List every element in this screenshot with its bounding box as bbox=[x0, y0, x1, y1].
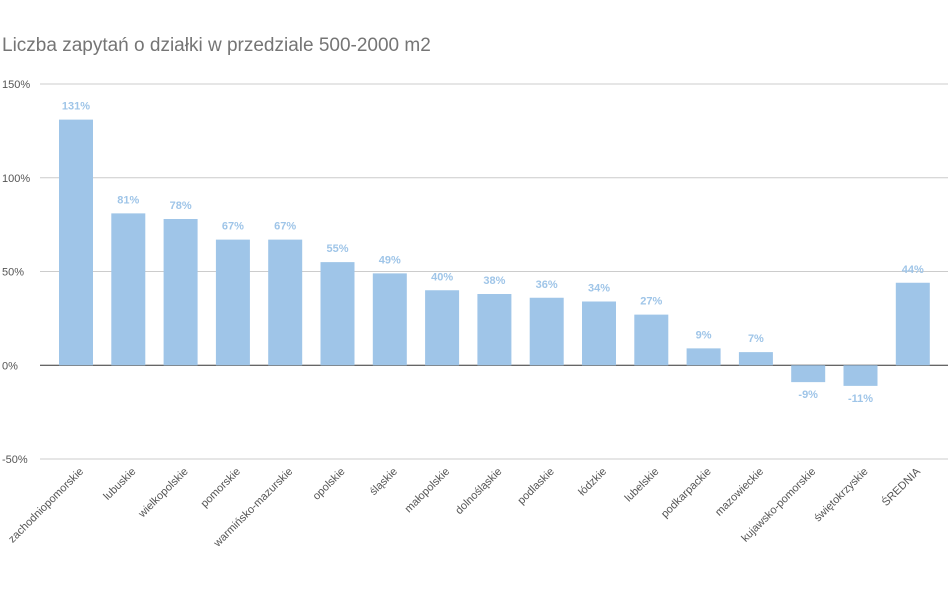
x-category-label: świętokrzyskie bbox=[812, 466, 871, 525]
data-label: 78% bbox=[170, 200, 192, 212]
bar bbox=[59, 119, 93, 366]
data-label: 38% bbox=[483, 275, 505, 287]
data-label: 40% bbox=[431, 271, 453, 283]
y-tick-label: 150% bbox=[2, 79, 30, 91]
x-category-label: dolnośląskie bbox=[453, 466, 504, 517]
y-tick-label: -50% bbox=[2, 454, 28, 466]
bar bbox=[163, 219, 198, 366]
y-tick-label: 100% bbox=[2, 173, 30, 185]
x-category-label: lubelskie bbox=[623, 466, 662, 505]
x-category-label: śląskie bbox=[368, 466, 400, 498]
x-category-label: wielkopolskie bbox=[136, 466, 191, 521]
bar bbox=[372, 273, 407, 366]
bar bbox=[686, 348, 721, 366]
x-category-label: opolskie bbox=[311, 466, 348, 503]
data-label: 67% bbox=[274, 221, 296, 233]
bar bbox=[215, 239, 250, 366]
chart-title: Liczba zapytań o działki w przedziale 50… bbox=[2, 35, 431, 56]
bar bbox=[582, 301, 616, 366]
data-label: 49% bbox=[379, 254, 401, 266]
x-category-label: lubuskie bbox=[101, 466, 138, 503]
bar bbox=[843, 365, 878, 386]
x-category-label: łódzkie bbox=[576, 466, 609, 499]
bar bbox=[529, 297, 564, 366]
data-label: 34% bbox=[588, 283, 610, 295]
bar bbox=[791, 365, 826, 383]
bar bbox=[425, 290, 460, 366]
x-category-label: mazowieckie bbox=[713, 466, 766, 519]
bar bbox=[111, 213, 146, 366]
data-label: -9% bbox=[798, 389, 818, 401]
data-label: 9% bbox=[696, 329, 712, 341]
data-label: 27% bbox=[640, 296, 662, 308]
bar bbox=[320, 262, 355, 366]
data-label: 81% bbox=[117, 194, 139, 206]
data-label: 131% bbox=[62, 101, 90, 113]
bar bbox=[634, 314, 669, 366]
data-label: 44% bbox=[902, 264, 924, 276]
data-label: -11% bbox=[848, 393, 873, 405]
y-tick-label: 50% bbox=[2, 267, 24, 279]
x-category-label: podlaskie bbox=[515, 466, 556, 507]
data-label: 7% bbox=[748, 333, 764, 345]
x-category-label: zachodniopomorskie bbox=[6, 466, 86, 546]
bar bbox=[895, 282, 930, 366]
x-category-label: pomorskie bbox=[199, 466, 243, 510]
bar bbox=[738, 352, 773, 366]
bar bbox=[477, 294, 512, 366]
data-label: 36% bbox=[536, 279, 558, 291]
x-category-label: podkarpackie bbox=[659, 466, 714, 521]
x-category-label: małopolskie bbox=[403, 466, 453, 516]
bar bbox=[268, 239, 303, 366]
data-label: 67% bbox=[222, 221, 244, 233]
x-category-label: ŚREDNIA bbox=[879, 464, 923, 508]
y-tick-label: 0% bbox=[2, 360, 18, 372]
data-label: 55% bbox=[326, 243, 348, 255]
